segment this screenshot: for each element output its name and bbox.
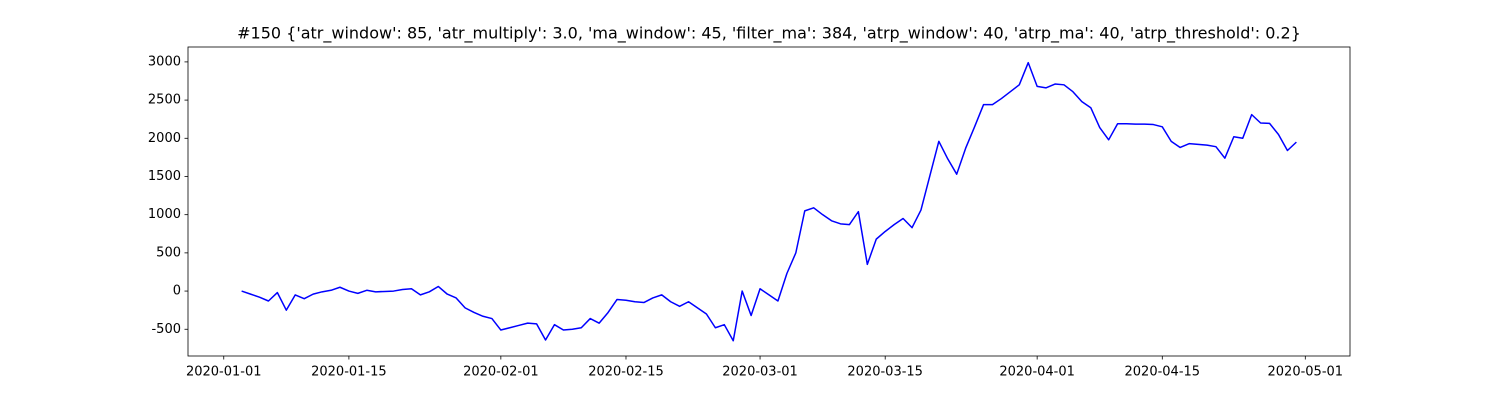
y-tick-label: -500: [151, 322, 181, 337]
axes-frame: [187, 46, 1351, 357]
x-tick-label: 2020-04-15: [1125, 365, 1201, 380]
y-tick-label: 1000: [148, 207, 181, 222]
chart-title: #150 {'atr_window': 85, 'atr_multiply': …: [237, 24, 1301, 44]
y-tick-label: 500: [156, 245, 181, 260]
x-tick-label: 2020-04-01: [999, 365, 1075, 380]
x-tick-label: 2020-03-01: [722, 365, 798, 380]
y-tick-label: 0: [173, 284, 181, 299]
line-series: [241, 61, 1297, 342]
x-tick-label: 2020-02-15: [588, 365, 664, 380]
x-tick-label: 2020-03-15: [847, 365, 923, 380]
x-tick-label: 2020-05-01: [1268, 365, 1344, 380]
y-tick-label: 2000: [148, 131, 181, 146]
x-tick-label: 2020-01-01: [186, 365, 262, 380]
x-tick-label: 2020-02-01: [463, 365, 539, 380]
y-tick-label: 1500: [148, 169, 181, 184]
y-tick-label: 3000: [148, 54, 181, 69]
y-tick-label: 2500: [148, 93, 181, 108]
x-tick-label: 2020-01-15: [311, 365, 387, 380]
